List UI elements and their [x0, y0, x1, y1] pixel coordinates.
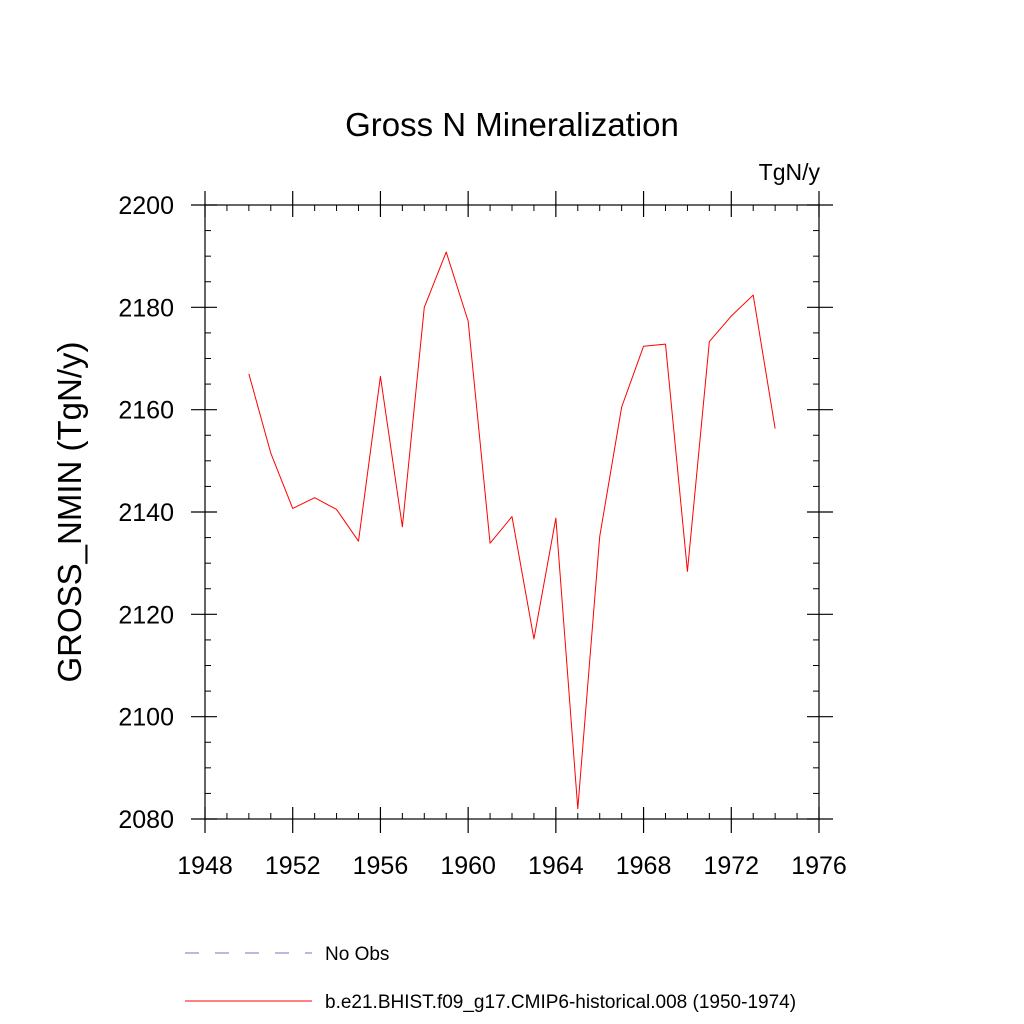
y-tick-label: 2120 — [118, 601, 174, 629]
y-axis-label: GROSS_NMIN (TgN/y) — [51, 341, 88, 682]
x-tick-label: 1964 — [528, 852, 584, 880]
legend-label-no-obs: No Obs — [325, 944, 389, 965]
y-tick-label: 2180 — [118, 294, 174, 322]
x-tick-label: 1956 — [353, 852, 409, 880]
x-tick-label: 1968 — [616, 852, 672, 880]
legend-label-historical: b.e21.BHIST.f09_g17.CMIP6-historical.008… — [325, 992, 796, 1013]
y-tick-label: 2140 — [118, 499, 174, 527]
y-tick-label: 2200 — [118, 192, 174, 220]
x-tick-label: 1972 — [703, 852, 759, 880]
x-tick-label: 1948 — [177, 852, 233, 880]
x-axis-tick-labels: 1948 1952 1956 1960 1964 1968 1972 1976 — [177, 852, 847, 880]
units-label: TgN/y — [759, 159, 821, 185]
x-tick-label: 1976 — [791, 852, 847, 880]
series-line-1 — [248, 251, 776, 810]
y-axis-ticks — [191, 204, 833, 820]
legend: No Obs b.e21.BHIST.f09_g17.CMIP6-histori… — [185, 944, 796, 1013]
x-tick-label: 1960 — [440, 852, 496, 880]
y-tick-label: 2080 — [118, 806, 174, 834]
chart-title: Gross N Mineralization — [345, 106, 679, 143]
y-tick-label: 2160 — [118, 397, 174, 425]
x-axis-ticks — [204, 191, 820, 833]
x-tick-label: 1952 — [265, 852, 321, 880]
series-lines — [248, 251, 776, 810]
y-axis-tick-labels: 2080 2100 2120 2140 2160 2180 2200 — [118, 192, 174, 834]
plot-frame — [204, 204, 820, 820]
y-tick-label: 2100 — [118, 704, 174, 732]
